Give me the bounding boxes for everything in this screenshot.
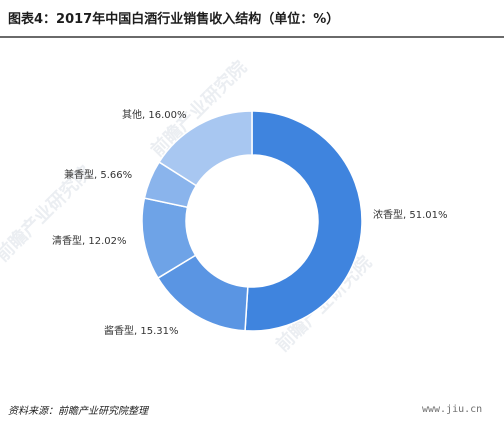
slice-label: 兼香型, 5.66%	[64, 170, 133, 181]
source-note: 资料来源：前瞻产业研究院整理	[8, 406, 148, 417]
donut-slice	[158, 110, 253, 187]
slice-label: 浓香型, 51.01%	[373, 210, 448, 221]
donut-chart	[141, 110, 363, 332]
donut-slice	[244, 110, 363, 332]
chart-title: 图表4：2017年中国白酒行业销售收入结构（单位：%）	[8, 12, 340, 27]
slice-label: 酱香型, 15.31%	[104, 326, 179, 337]
slice-label: 清香型, 12.02%	[52, 236, 127, 247]
slice-label: 其他, 16.00%	[122, 110, 187, 121]
site-url: www.jiu.cn	[422, 404, 483, 415]
title-divider	[0, 36, 504, 38]
